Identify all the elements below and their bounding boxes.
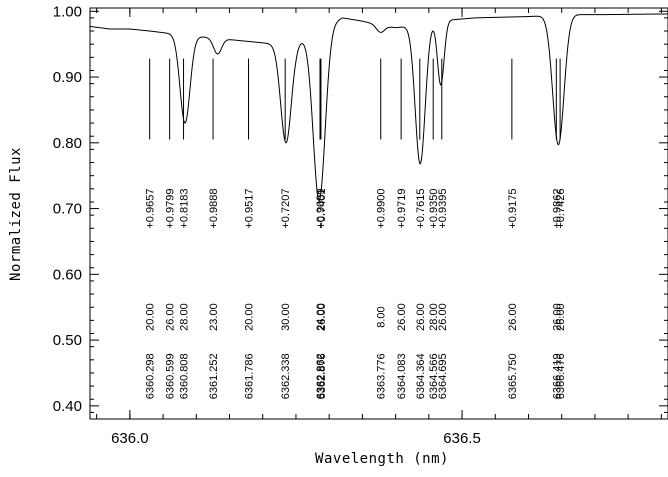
y-tick-label: 0.50 <box>53 332 82 349</box>
line-depth-label: +0.9175 <box>507 189 519 229</box>
line-depth-label: +0.9719 <box>396 189 408 229</box>
line-wavelength-label: 6364.695 <box>437 353 449 399</box>
x-tick-label: 636.5 <box>443 430 481 447</box>
y-tick-label: 0.70 <box>53 201 82 218</box>
line-wavelength-label: 6365.750 <box>507 353 519 399</box>
line-depth-label: +0.9799 <box>165 189 177 229</box>
line-ew-label: 24.00 <box>315 303 327 331</box>
line-wavelength-label: 6366.419 <box>551 353 563 399</box>
line-ew-label: 26.00 <box>551 303 563 331</box>
line-wavelength-label: 6366.476 <box>555 353 567 399</box>
plot-frame <box>89 7 668 420</box>
line-depth-label: +0.9888 <box>208 189 220 229</box>
line-depth-label: +0.9900 <box>376 189 388 229</box>
line-wavelength-label: 6362.876 <box>316 353 328 399</box>
y-tick-label: 0.90 <box>53 69 82 86</box>
line-ew-label: 28.00 <box>179 303 191 331</box>
line-wavelength-label: 6360.298 <box>145 353 157 399</box>
line-wavelength-label: 6363.776 <box>376 353 388 399</box>
line-markers-layer <box>149 58 561 140</box>
line-depth-label: +0.7426 <box>555 189 567 229</box>
x-tick-label: 636.0 <box>111 430 149 447</box>
line-wavelength-label: 6362.338 <box>280 353 292 399</box>
line-depth-label: +0.7615 <box>415 189 427 229</box>
line-ew-label: 28.00 <box>428 303 440 331</box>
line-ew-label: 20.00 <box>145 303 157 331</box>
y-tick-label: 0.80 <box>53 135 82 152</box>
line-labels-layer: +0.9657 20.00 6360.298 +0.9799 26.00 6360.599… <box>145 189 567 400</box>
line-wavelength-label: 6364.566 <box>428 353 440 399</box>
line-depth-label: +0.7401 <box>316 189 328 229</box>
line-ew-label: 8.00 <box>376 306 388 327</box>
line-wavelength-label: 6362.862 <box>315 353 327 399</box>
line-ew-label: 26.00 <box>396 303 408 331</box>
y-tick-label: 1.00 <box>53 3 82 20</box>
line-ew-label: 26.00 <box>316 303 328 331</box>
line-wavelength-label: 6364.083 <box>396 353 408 399</box>
line-wavelength-label: 6360.599 <box>165 353 177 399</box>
line-ew-label: 20.00 <box>244 303 256 331</box>
line-depth-label: +0.7207 <box>280 189 292 229</box>
line-depth-label: +0.9517 <box>244 189 256 229</box>
line-ew-label: 26.00 <box>437 303 449 331</box>
y-axis-title: Normalized Flux <box>8 147 24 281</box>
line-ew-label: 26.00 <box>165 303 177 331</box>
line-ew-label: 30.00 <box>280 303 292 331</box>
line-wavelength-label: 6361.252 <box>208 353 220 399</box>
line-ew-label: 26.00 <box>507 303 519 331</box>
line-ew-label: 26.00 <box>555 303 567 331</box>
spectrum-line <box>89 13 668 202</box>
x-axis-title: Wavelength (nm) <box>315 451 449 467</box>
line-depth-label: +0.9862 <box>551 189 563 229</box>
line-depth-label: +0.9350 <box>428 189 440 229</box>
y-tick-label: 0.60 <box>53 266 82 283</box>
ticks-layer: 0.40 0.50 0.60 0.70 0.80 0.90 1.00 636.0 636.5 <box>53 3 668 447</box>
line-wavelength-label: 6361.786 <box>244 353 256 399</box>
line-ew-label: 23.00 <box>208 303 220 331</box>
line-depth-label: +0.9657 <box>145 189 157 229</box>
line-depth-label: +0.8183 <box>179 189 191 229</box>
line-ew-label: 26.00 <box>415 303 427 331</box>
line-depth-label: +0.9395 <box>437 189 449 229</box>
line-wavelength-label: 6364.364 <box>415 353 427 399</box>
line-wavelength-label: 6360.808 <box>179 353 191 399</box>
y-tick-label: 0.40 <box>53 398 82 415</box>
